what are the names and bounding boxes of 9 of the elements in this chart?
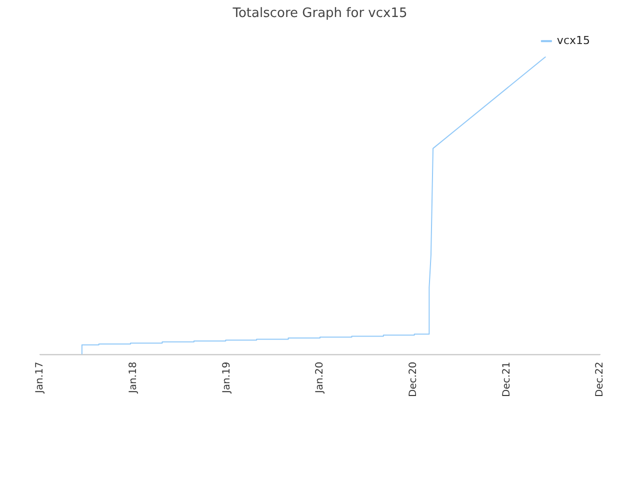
legend-label: vcx15 <box>556 34 590 47</box>
x-tick-label: Dec.21 <box>501 362 512 398</box>
x-tick-label: Dec.20 <box>408 362 419 398</box>
x-tick-label: Dec.22 <box>594 362 606 398</box>
x-tick-label: Jan.17 <box>34 362 46 394</box>
x-tick-label: Jan.18 <box>128 362 139 394</box>
x-tick-label: Jan.19 <box>221 362 232 394</box>
x-tick-label: Jan.20 <box>314 362 326 394</box>
chart-title: Totalscore Graph for vcx15 <box>232 6 408 22</box>
